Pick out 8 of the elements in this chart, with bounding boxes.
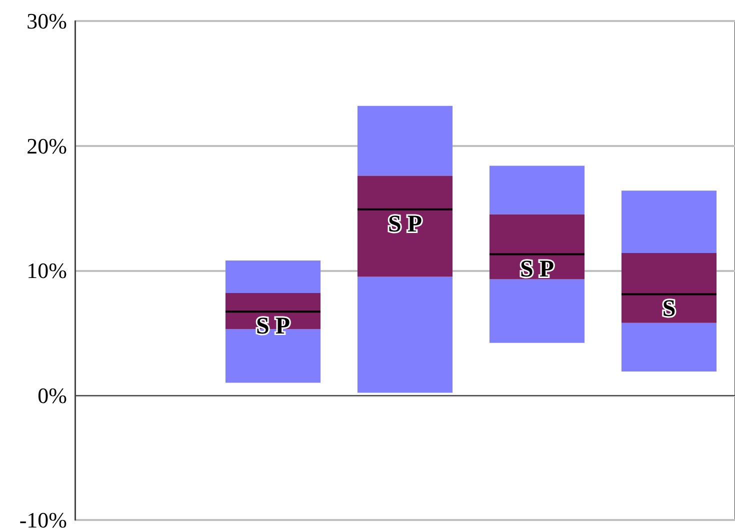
annotation: S P — [388, 211, 422, 238]
annotation: S — [662, 296, 676, 322]
y-tick-label: -10% — [19, 508, 67, 531]
y-tick-label: 20% — [26, 133, 67, 158]
annotation: S P — [520, 256, 554, 282]
y-tick-label: 10% — [26, 258, 67, 283]
y-tick-label: 0% — [38, 382, 67, 408]
y-tick-label: 30% — [26, 8, 67, 34]
